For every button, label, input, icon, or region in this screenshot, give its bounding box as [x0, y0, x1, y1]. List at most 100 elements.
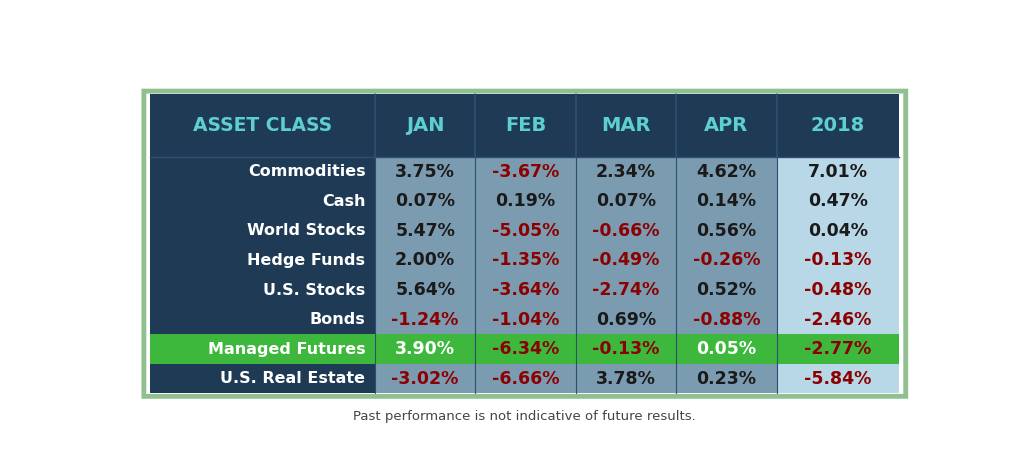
Bar [776, 216, 899, 246]
Text: -3.64%: -3.64% [492, 281, 559, 299]
Bar [151, 305, 375, 334]
Text: -2.74%: -2.74% [592, 281, 659, 299]
Text: -0.66%: -0.66% [592, 222, 659, 240]
Bar [151, 187, 375, 216]
Text: Cash: Cash [322, 194, 366, 209]
Text: 0.19%: 0.19% [496, 192, 556, 211]
Text: APR: APR [705, 116, 749, 135]
Bar [475, 334, 575, 364]
Text: 0.56%: 0.56% [696, 222, 757, 240]
Text: 2018: 2018 [811, 116, 865, 135]
Bar [776, 334, 899, 364]
Bar [375, 94, 475, 157]
Bar [575, 305, 676, 334]
Bar [151, 364, 375, 394]
Text: -0.88%: -0.88% [692, 311, 760, 329]
Bar [375, 364, 475, 394]
Bar [151, 246, 375, 275]
Bar [776, 246, 899, 275]
Text: -1.04%: -1.04% [492, 311, 559, 329]
Bar [676, 364, 776, 394]
Bar [575, 334, 676, 364]
Bar [676, 157, 776, 187]
Text: World Stocks: World Stocks [247, 223, 366, 238]
Text: -2.77%: -2.77% [804, 340, 871, 358]
Bar [676, 187, 776, 216]
Bar [776, 305, 899, 334]
Text: -0.49%: -0.49% [592, 251, 659, 270]
Bar [575, 246, 676, 275]
Text: Past performance is not indicative of future results.: Past performance is not indicative of fu… [353, 410, 696, 424]
Text: -3.02%: -3.02% [391, 370, 459, 388]
Text: -0.13%: -0.13% [804, 251, 871, 270]
Bar [776, 364, 899, 394]
Text: JAN: JAN [406, 116, 444, 135]
Text: Managed Futures: Managed Futures [208, 342, 366, 357]
Bar [475, 94, 575, 157]
Bar [676, 94, 776, 157]
Bar [575, 94, 676, 157]
Bar [776, 157, 899, 187]
Bar [475, 246, 575, 275]
Bar [475, 305, 575, 334]
Text: 5.47%: 5.47% [395, 222, 455, 240]
Text: -1.24%: -1.24% [391, 311, 459, 329]
Text: 7.01%: 7.01% [808, 163, 868, 181]
Bar [375, 246, 475, 275]
Text: 0.52%: 0.52% [696, 281, 757, 299]
Bar [475, 216, 575, 246]
Text: 0.14%: 0.14% [696, 192, 757, 211]
Bar [575, 364, 676, 394]
Bar [676, 305, 776, 334]
Bar [676, 275, 776, 305]
Text: Bonds: Bonds [309, 312, 366, 327]
Text: U.S. Stocks: U.S. Stocks [263, 283, 366, 298]
Bar [151, 216, 375, 246]
Text: 0.07%: 0.07% [596, 192, 656, 211]
Bar [151, 157, 375, 187]
Text: 5.64%: 5.64% [395, 281, 455, 299]
Text: -6.34%: -6.34% [492, 340, 559, 358]
Text: U.S. Real Estate: U.S. Real Estate [220, 371, 366, 386]
Text: 0.23%: 0.23% [696, 370, 757, 388]
Bar [776, 275, 899, 305]
Bar [475, 364, 575, 394]
Text: 2.34%: 2.34% [596, 163, 656, 181]
Bar [151, 94, 375, 157]
Text: 4.62%: 4.62% [696, 163, 757, 181]
Text: 0.05%: 0.05% [696, 340, 757, 358]
Bar [475, 187, 575, 216]
Text: FEB: FEB [505, 116, 546, 135]
Bar [575, 157, 676, 187]
Bar [375, 216, 475, 246]
Text: Hedge Funds: Hedge Funds [248, 253, 366, 268]
Bar [475, 275, 575, 305]
Text: 3.78%: 3.78% [596, 370, 656, 388]
Text: 3.90%: 3.90% [395, 340, 455, 358]
Bar [375, 334, 475, 364]
Bar [575, 275, 676, 305]
Bar [676, 334, 776, 364]
Text: -2.46%: -2.46% [804, 311, 871, 329]
Bar [375, 187, 475, 216]
Bar [676, 216, 776, 246]
Text: 2.00%: 2.00% [395, 251, 456, 270]
Bar [151, 275, 375, 305]
Bar [475, 157, 575, 187]
Text: ASSET CLASS: ASSET CLASS [194, 116, 332, 135]
Text: MAR: MAR [601, 116, 650, 135]
Text: Commodities: Commodities [248, 164, 366, 179]
Text: -6.66%: -6.66% [492, 370, 559, 388]
Text: 0.47%: 0.47% [808, 192, 868, 211]
Bar [776, 187, 899, 216]
Bar [375, 157, 475, 187]
Text: -1.35%: -1.35% [492, 251, 559, 270]
Text: 0.69%: 0.69% [596, 311, 656, 329]
Text: -0.13%: -0.13% [592, 340, 659, 358]
Text: 0.04%: 0.04% [808, 222, 868, 240]
Bar [375, 275, 475, 305]
Bar [575, 216, 676, 246]
Text: -3.67%: -3.67% [492, 163, 559, 181]
Bar [575, 187, 676, 216]
Text: -5.05%: -5.05% [492, 222, 559, 240]
